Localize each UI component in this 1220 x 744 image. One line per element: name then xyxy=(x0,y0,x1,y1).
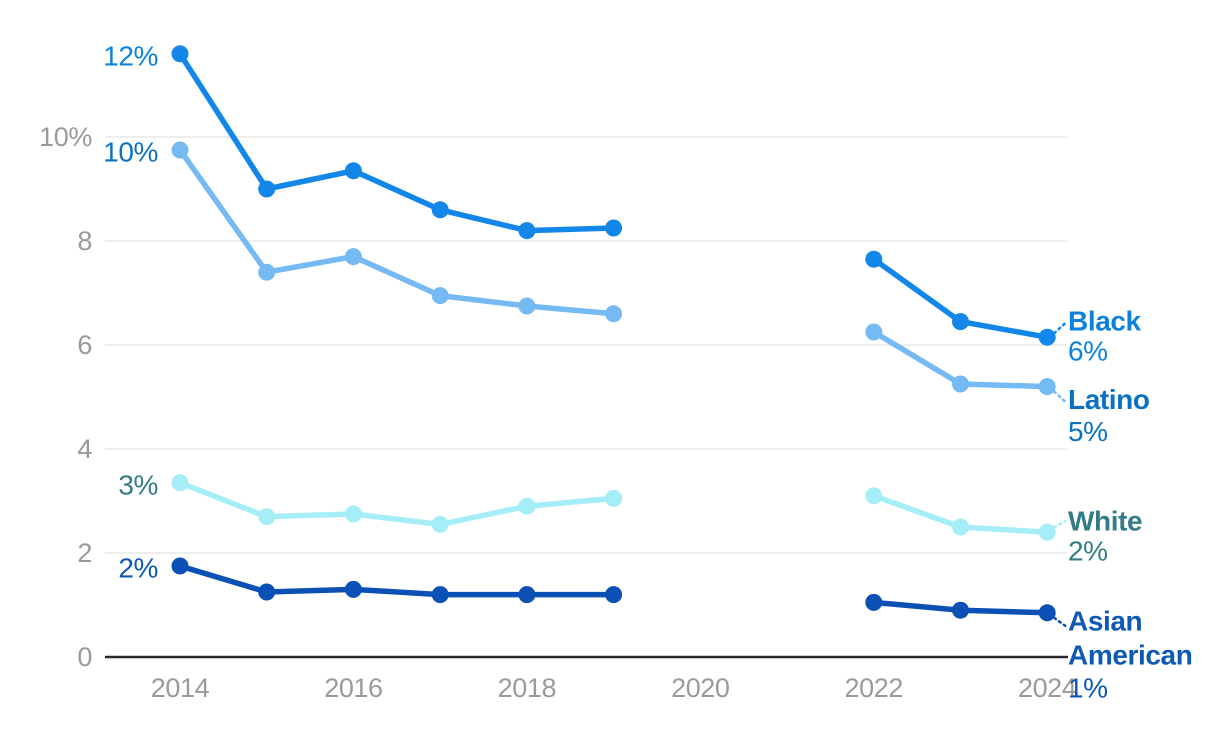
series-end-value-label: 1% xyxy=(1068,672,1108,703)
y-axis-tick-label: 2 xyxy=(77,538,92,568)
data-point xyxy=(431,287,449,305)
series-end-value-label: 5% xyxy=(1068,416,1108,447)
series-name-label: Latino xyxy=(1068,384,1150,415)
data-point xyxy=(171,141,189,159)
series-line-latino xyxy=(177,147,617,317)
data-point xyxy=(344,248,362,266)
label-leader-line xyxy=(1052,616,1067,628)
data-point xyxy=(1038,604,1056,622)
y-axis-tick-label: 4 xyxy=(77,434,92,464)
data-point xyxy=(518,586,536,604)
series-start-value-label: 3% xyxy=(118,469,158,500)
y-axis-tick-label: 6 xyxy=(77,330,92,360)
data-point xyxy=(952,375,969,393)
data-point xyxy=(258,508,276,526)
data-point xyxy=(865,250,883,268)
data-point xyxy=(431,201,449,219)
data-point xyxy=(344,505,362,523)
data-point xyxy=(1038,523,1056,541)
data-point xyxy=(258,583,276,601)
series-end-value-label: 6% xyxy=(1068,336,1108,367)
data-point xyxy=(258,180,276,198)
series-line-black xyxy=(177,51,617,234)
series-name-label: American xyxy=(1068,639,1192,670)
series-start-value-label: 12% xyxy=(103,40,158,71)
data-point xyxy=(171,474,189,492)
data-point xyxy=(865,593,883,611)
series-name-label: Asian xyxy=(1068,605,1142,636)
data-point xyxy=(171,45,189,63)
x-axis-tick-label: 2016 xyxy=(324,673,382,703)
series-line-asian-american xyxy=(177,563,617,598)
data-point xyxy=(605,305,623,323)
data-point xyxy=(605,586,623,604)
data-point xyxy=(605,219,623,237)
data-point xyxy=(431,515,449,533)
data-point xyxy=(518,297,536,315)
data-point xyxy=(344,162,362,180)
data-point xyxy=(865,323,883,341)
data-point xyxy=(258,263,276,281)
series-end-value-label: 2% xyxy=(1068,536,1108,567)
data-point xyxy=(518,497,536,515)
data-point xyxy=(1038,328,1056,346)
data-point xyxy=(518,222,536,240)
label-leader-line xyxy=(1052,390,1067,403)
series-name-label: White xyxy=(1068,506,1142,537)
label-leader-line xyxy=(1052,519,1067,529)
x-axis-tick-label: 2024 xyxy=(1018,673,1077,703)
y-axis-tick-label: 8 xyxy=(77,226,92,256)
label-leader-line xyxy=(1052,321,1067,335)
series-line-white xyxy=(177,480,617,528)
data-point xyxy=(952,601,969,619)
series-name-label: Black xyxy=(1068,306,1142,337)
x-axis-tick-label: 2022 xyxy=(845,673,903,703)
x-axis-tick-label: 2014 xyxy=(151,673,210,703)
x-axis-tick-label: 2020 xyxy=(671,673,729,703)
data-point xyxy=(1038,378,1056,396)
data-point xyxy=(605,489,623,507)
y-axis-tick-label: 0 xyxy=(77,642,92,672)
series-start-value-label: 10% xyxy=(103,137,158,168)
data-point xyxy=(171,557,189,575)
x-axis-tick-label: 2018 xyxy=(498,673,556,703)
data-point xyxy=(344,580,362,598)
y-axis-tick-label: 10% xyxy=(39,122,92,152)
data-point xyxy=(431,586,449,604)
data-point xyxy=(865,487,883,505)
series-start-value-label: 2% xyxy=(118,553,158,584)
data-point xyxy=(952,313,969,331)
data-point xyxy=(952,518,969,536)
